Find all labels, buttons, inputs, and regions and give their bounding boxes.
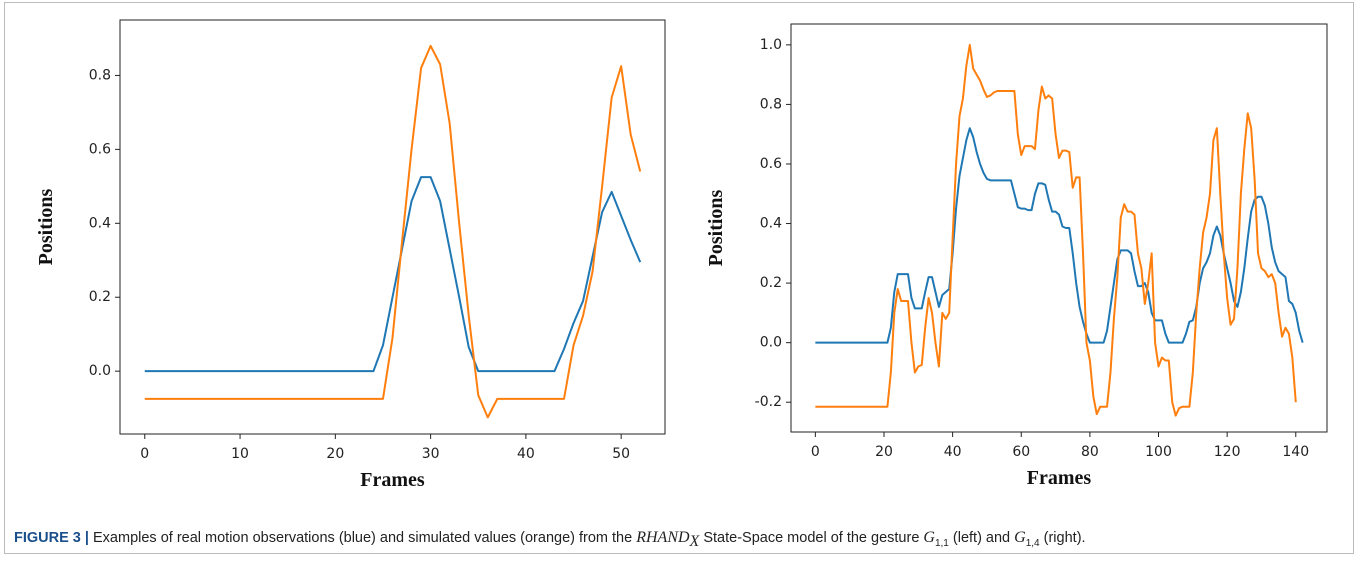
y-axis-label: Positions (35, 188, 57, 265)
x-axis-label: Frames (360, 469, 425, 491)
x-tick-label: 40 (944, 444, 962, 460)
caption-text: RHAND (636, 529, 690, 546)
figure: 0 10 20 30 40 50 0.0 0.2 0.4 0.6 0.8 Frames Position… (35, 19, 1328, 491)
caption-text: X (689, 532, 700, 550)
caption: FIGURE 3 | Examples of real motion obser… (14, 529, 1086, 551)
line (815, 127, 1304, 344)
y-tick-label: 0.8 (760, 96, 782, 112)
y-tick-label: 0.6 (760, 156, 782, 172)
y-tick-label: 0.4 (760, 216, 782, 232)
caption-label: FIGURE 3 | (14, 530, 89, 546)
x-tick-label: 20 (326, 446, 344, 462)
x-axis-label: Frames (1027, 467, 1092, 489)
y-tick-label: 0.8 (89, 67, 111, 83)
caption-text: G (1014, 529, 1026, 546)
y-tick-label: 0.0 (89, 363, 111, 379)
figure-frame (4, 2, 1354, 554)
x-tick-label: 50 (612, 446, 630, 462)
line (815, 43, 1297, 417)
x-tick-label: 0 (140, 446, 149, 462)
caption-text: State-Space model of the gesture (699, 530, 924, 546)
line (144, 44, 642, 419)
x-tick-label: 120 (1214, 444, 1241, 460)
y-tick-label: 0.2 (89, 289, 111, 305)
plot-frame (790, 23, 1328, 433)
y-tick-label: -0.2 (755, 394, 782, 410)
x-tick-label: 140 (1282, 444, 1309, 460)
y-tick-label: 0.4 (89, 215, 111, 231)
y-axis-label: Positions (705, 189, 727, 266)
x-tick-label: 10 (231, 446, 249, 462)
plot-frame (119, 19, 666, 435)
y-tick-label: 0.0 (760, 335, 782, 351)
y-tick-label: 0.2 (760, 275, 782, 291)
caption-text: (left) and (948, 530, 1015, 546)
x-tick-label: 40 (517, 446, 535, 462)
caption-text: Examples of real motion observations (bl… (93, 530, 637, 546)
caption-text: 1,4 (1025, 537, 1040, 549)
x-tick-label: 80 (1081, 444, 1099, 460)
x-tick-label: 30 (422, 446, 440, 462)
y-tick-label: 1.0 (760, 37, 782, 53)
line (144, 176, 642, 373)
caption-text: 1,1 (934, 537, 949, 549)
x-tick-label: 20 (875, 444, 893, 460)
x-tick-label: 0 (811, 444, 820, 460)
x-tick-label: 60 (1012, 444, 1030, 460)
x-tick-label: 100 (1145, 444, 1172, 460)
y-tick-label: 0.6 (89, 141, 111, 157)
caption-text: (right). (1039, 530, 1086, 546)
caption-text: G (923, 529, 935, 546)
